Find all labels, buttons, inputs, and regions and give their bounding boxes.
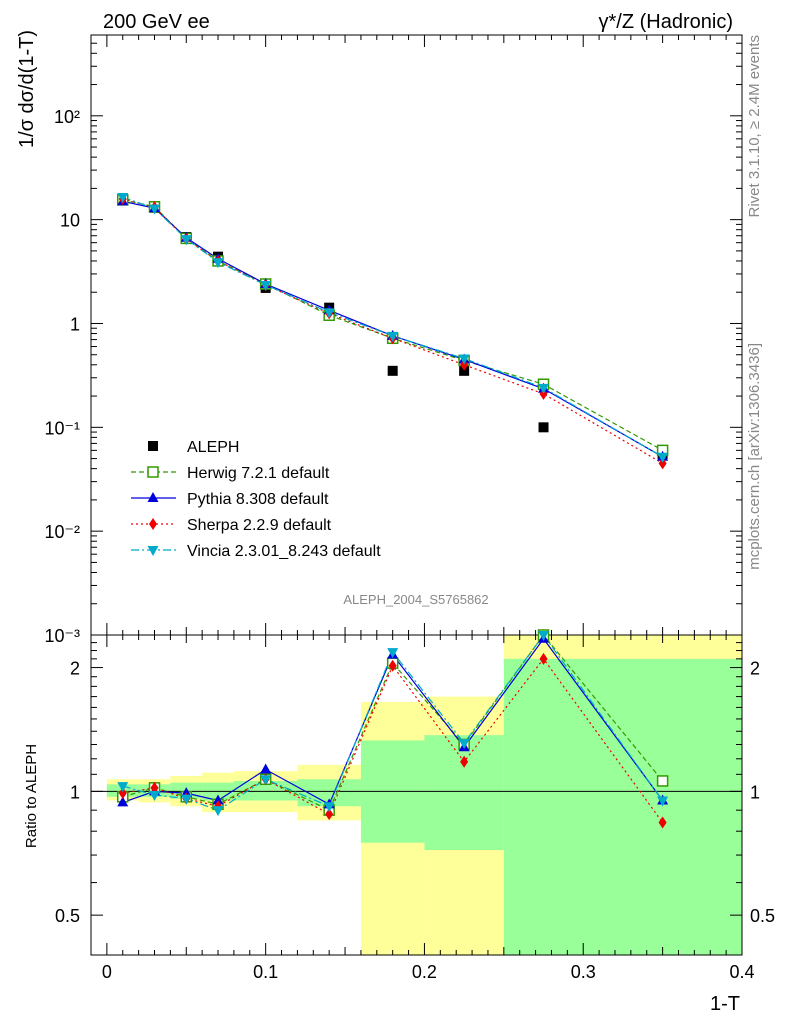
vincia-point: [458, 354, 470, 365]
vincia-point: [149, 204, 161, 215]
ratio-y-tick-label-right: 2: [750, 659, 760, 679]
x-tick-label: 0.3: [571, 962, 596, 982]
aleph-point: [387, 365, 398, 376]
vincia-ratio-point: [180, 794, 192, 805]
legend-label-sherpa: Sherpa 2.2.9 default: [187, 517, 332, 534]
sherpa-ratio-point: [118, 787, 127, 800]
vincia-ratio-point: [323, 802, 335, 813]
sherpa-ratio-point: [325, 808, 334, 821]
vincia-point: [657, 452, 669, 463]
legend-marker-sherpa: [149, 518, 157, 530]
sherpa-ratio-point: [658, 816, 667, 829]
vincia-point: [538, 383, 550, 394]
x-tick-label: 0: [102, 962, 112, 982]
ratio-y-tick-label: 2: [70, 659, 80, 679]
y-tick-label: 10: [60, 211, 80, 231]
pythia-line: [122, 200, 663, 458]
y-tick-label: 10²: [54, 107, 80, 127]
pythia-ratio-point: [260, 763, 272, 774]
vincia-ratio-line: [122, 633, 664, 811]
vincia-ratio-point: [458, 739, 470, 750]
legend-label-aleph: ALEPH: [187, 439, 239, 456]
sherpa-point: [539, 387, 548, 400]
legend: ALEPH Herwig 7.2.1 default Pythia 8.308 de…: [131, 439, 381, 560]
vincia-ratio-point: [260, 775, 272, 786]
vincia-ratio-point: [149, 790, 161, 801]
pythia-ratio-line: [122, 637, 664, 806]
y-tick-label: 1: [70, 314, 80, 334]
mcplots-source: mcplots.cern.ch [arXiv:1306.3436]: [746, 343, 763, 570]
herwig-line: [122, 199, 663, 451]
ratio-frame: [90, 634, 743, 956]
ratio-bands: [106, 635, 742, 955]
sherpa-ratio-line: [122, 657, 664, 823]
ratio-y-tick-label-right: 1: [750, 782, 760, 802]
sherpa-point: [460, 358, 469, 371]
sherpa-ratio-point: [539, 652, 548, 665]
vincia-ratio-point: [117, 782, 129, 793]
aleph-point: [459, 365, 470, 376]
axis-ticks: 0 0.1 0.2 0.3 0.4 10⁻³ 10⁻² 10⁻¹ 1 10 10² 0.5 0.5 1 1 2…: [44, 34, 775, 982]
x-tick-label: 0.2: [412, 962, 437, 982]
vincia-ratio-point: [657, 796, 669, 807]
x-axis-label: 1-T: [710, 993, 740, 1015]
y-tick-label: 10⁻¹: [44, 418, 80, 438]
herwig-ratio-point: [656, 775, 669, 787]
vincia-point: [212, 258, 224, 269]
green-band-8: [503, 658, 742, 955]
rivet-version: Rivet 3.1.10, ≥ 2.4M events: [746, 35, 763, 218]
vincia-point: [323, 308, 335, 319]
legend-label-herwig: Herwig 7.2.1 default: [187, 465, 330, 482]
sherpa-ratio-point: [150, 781, 159, 794]
analysis-annotation: ALEPH_2004_S5765862: [343, 592, 488, 607]
ratio-y-tick-label: 1: [70, 782, 80, 802]
ratio-ylabel: Ratio to ALEPH: [23, 744, 40, 848]
ratio-y-tick-label-right: 0.5: [750, 906, 775, 926]
legend-marker-vincia: [147, 546, 159, 556]
sherpa-ratio-point: [460, 755, 469, 768]
legend-marker-herwig: [147, 466, 159, 478]
vincia-point: [260, 280, 272, 291]
sherpa-ratio-point: [388, 659, 397, 672]
y-tick-label: 10⁻²: [44, 522, 80, 542]
header-left: 200 GeV ee: [103, 11, 210, 33]
aleph-point: [538, 422, 549, 433]
series-markers: [117, 193, 669, 829]
vincia-line: [122, 196, 663, 458]
legend-label-pythia: Pythia 8.308 default: [187, 491, 329, 508]
sherpa-point: [658, 457, 667, 470]
vincia-ratio-point: [387, 648, 399, 659]
legend-label-vincia: Vincia 2.3.01_8.243 default: [187, 543, 381, 560]
ratio-y-tick-label: 0.5: [55, 906, 80, 926]
legend-marker-pythia: [147, 492, 159, 502]
vincia-point: [180, 235, 192, 246]
x-tick-label: 0.4: [729, 962, 754, 982]
plot-frames: [90, 34, 743, 956]
header-right: γ*/Z (Hadronic): [599, 11, 733, 33]
series-lines: [122, 196, 664, 823]
pythia-ratio-point: [117, 796, 129, 807]
vincia-point: [387, 331, 399, 342]
vincia-ratio-point: [538, 631, 550, 641]
legend-marker-aleph: [148, 441, 158, 451]
main-ylabel: 1/σ dσ/d(1-T): [16, 30, 38, 148]
green-band-7: [424, 735, 504, 851]
vincia-ratio-point: [212, 806, 224, 817]
pythia-ratio-point: [212, 794, 224, 805]
x-tick-label: 0.1: [253, 962, 278, 982]
vincia-point: [117, 193, 129, 204]
y-tick-label: 10⁻³: [44, 626, 80, 646]
